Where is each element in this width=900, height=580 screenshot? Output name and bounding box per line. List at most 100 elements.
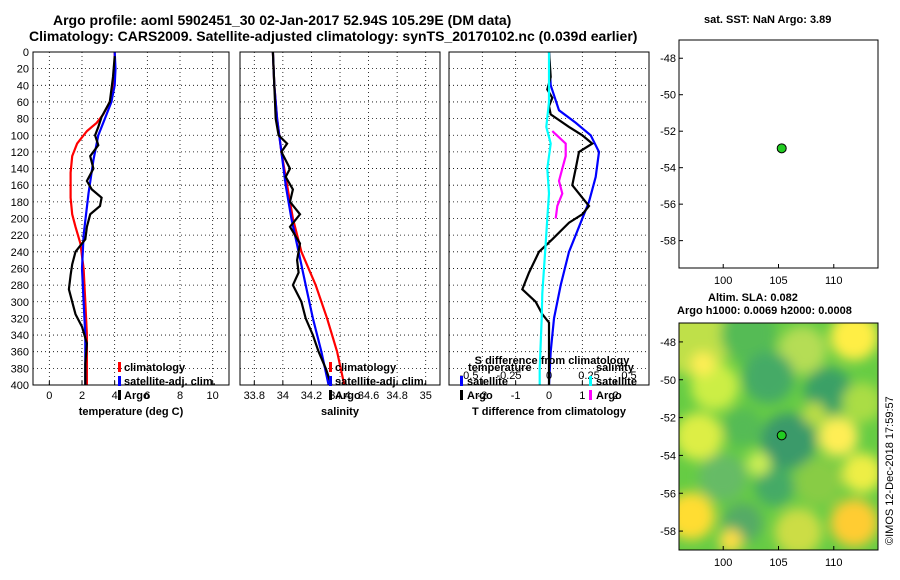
altim-title: Altim. SLA: 0.082 bbox=[708, 292, 798, 304]
field-blobs bbox=[679, 323, 878, 550]
field-blob bbox=[722, 407, 763, 448]
legend-swatch bbox=[118, 376, 121, 386]
temperature-plot: 0 2 4 6 8 10 temperature (deg C) 0 20 40 60 80 100 12… bbox=[11, 47, 230, 418]
field-blob bbox=[818, 416, 859, 457]
s-tick-label: 0.5 bbox=[621, 370, 636, 382]
x-tick-label: -1 bbox=[511, 390, 521, 402]
x-tick-label: 110 bbox=[825, 557, 843, 569]
x-tick-label: 34.2 bbox=[301, 390, 322, 402]
legend-label: satellite-adj. clim. bbox=[124, 376, 216, 388]
series-s-argo bbox=[551, 130, 567, 219]
y-tick-label: 200 bbox=[11, 214, 29, 226]
legend-label: climatology bbox=[335, 362, 397, 374]
legend-label: satellite-adj. clim. bbox=[335, 376, 427, 388]
y-tick-label: -50 bbox=[660, 90, 676, 102]
legend-label: Argo bbox=[124, 390, 150, 402]
imos-credit: ©IMOS 12-Dec-2018 17:59:57 bbox=[884, 396, 896, 545]
y-tick-label: 80 bbox=[17, 114, 29, 126]
x-tick-label: 34 bbox=[277, 390, 289, 402]
y-tick-label: 120 bbox=[11, 147, 29, 159]
x-tick-label: 34.8 bbox=[386, 390, 407, 402]
field-blob bbox=[718, 528, 743, 550]
y-tick-label: 0 bbox=[23, 47, 29, 59]
x-tick-label: 100 bbox=[714, 275, 732, 287]
x-tick-label: 34.6 bbox=[358, 390, 379, 402]
sst-title: sat. SST: NaN Argo: 3.89 bbox=[704, 14, 832, 26]
legend-title-salinity: salinity bbox=[596, 362, 635, 374]
x-tick-label: 2 bbox=[79, 390, 85, 402]
legend-swatch bbox=[118, 390, 121, 400]
y-tick-label: 360 bbox=[11, 347, 29, 359]
legend-title-temperature: temperature bbox=[468, 362, 532, 374]
series-t-satellite bbox=[547, 51, 601, 386]
field-blob bbox=[742, 351, 795, 404]
legend-swatch bbox=[460, 390, 463, 400]
x-axis-label: T difference from climatology bbox=[472, 406, 627, 418]
legend-swatch bbox=[589, 376, 592, 386]
legend-swatch bbox=[329, 390, 332, 400]
plot-background bbox=[33, 52, 229, 385]
y-tick-label: -48 bbox=[660, 337, 676, 349]
y-tick-label: -50 bbox=[660, 375, 676, 387]
salinity-plot: 33.8 34 34.2 34.4 34.6 34.8 35 salinity climatol… bbox=[239, 51, 441, 418]
title-line1: Argo profile: aoml 5902451_30 02-Jan-201… bbox=[53, 12, 512, 28]
y-tick-label: 180 bbox=[11, 197, 29, 209]
y-tick-label: 140 bbox=[11, 164, 29, 176]
difference-plot: -2 -1 0 1 2 T difference from climatology S di… bbox=[448, 51, 650, 418]
y-tick-label: 300 bbox=[11, 297, 29, 309]
legend-label: climatology bbox=[124, 362, 186, 374]
x-tick-label: 0 bbox=[546, 390, 552, 402]
y-tick-label: 220 bbox=[11, 230, 29, 242]
series-satellite-adj-clim- bbox=[80, 51, 117, 385]
x-axis-label: salinity bbox=[321, 406, 360, 418]
x-tick-label: 4 bbox=[112, 390, 118, 402]
y-tick-label: -48 bbox=[660, 53, 676, 65]
x-tick-label: 34.4 bbox=[329, 390, 350, 402]
field-blob bbox=[778, 326, 827, 375]
s-tick-label: 0 bbox=[546, 370, 552, 382]
y-tick-label: 240 bbox=[11, 247, 29, 259]
sst-map: 100 105 110 -48 -50 -52 -54 -56 -58 bbox=[660, 39, 879, 287]
x-tick-label: 0 bbox=[46, 390, 52, 402]
x-tick-label: 35 bbox=[420, 390, 432, 402]
x-tick-label: -2 bbox=[477, 390, 487, 402]
title-line2: Climatology: CARS2009. Satellite-adjuste… bbox=[29, 28, 638, 44]
x-tick-label: 1 bbox=[579, 390, 585, 402]
y-tick-label: -54 bbox=[660, 450, 676, 462]
field-blob bbox=[760, 413, 817, 469]
legend-swatch bbox=[118, 362, 121, 372]
y-tick-label: -56 bbox=[660, 488, 676, 500]
y-tick-label: -54 bbox=[660, 163, 676, 175]
x-tick-label: 10 bbox=[207, 390, 219, 402]
field-blob bbox=[679, 492, 715, 540]
x-tick-label: 105 bbox=[769, 557, 787, 569]
y-tick-label: 280 bbox=[11, 280, 29, 292]
x-tick-label: 110 bbox=[825, 275, 843, 287]
field-blob bbox=[746, 451, 771, 476]
y-tick-label: 40 bbox=[17, 80, 29, 92]
field-blob bbox=[679, 412, 723, 461]
y-tick-label: -52 bbox=[660, 126, 676, 138]
y-tick-label: -56 bbox=[660, 199, 676, 211]
legend-label: satellite bbox=[467, 376, 508, 388]
y-tick-label: 320 bbox=[11, 313, 29, 325]
field-blob bbox=[690, 351, 715, 376]
y-tick-label: 400 bbox=[11, 380, 29, 392]
x-tick-label: 8 bbox=[177, 390, 183, 402]
legend-label: satellite bbox=[596, 376, 637, 388]
map-frame bbox=[678, 39, 879, 269]
s-tick-label: -0.25 bbox=[496, 370, 521, 382]
field-blob bbox=[842, 452, 878, 493]
y-tick-label: 260 bbox=[11, 263, 29, 275]
argo-float-marker bbox=[776, 143, 787, 154]
field-blob bbox=[802, 401, 827, 426]
field-blob bbox=[830, 498, 878, 547]
altim-subtitle: Argo h1000: 0.0069 h2000: 0.0008 bbox=[677, 305, 852, 317]
field-blob bbox=[754, 466, 795, 507]
y-tick-label: 340 bbox=[11, 330, 29, 342]
series-argo bbox=[67, 56, 116, 385]
y-tick-label: -52 bbox=[660, 413, 676, 425]
x-tick-label: 100 bbox=[714, 557, 732, 569]
field-blob bbox=[830, 323, 878, 361]
x-tick-label: 6 bbox=[144, 390, 150, 402]
